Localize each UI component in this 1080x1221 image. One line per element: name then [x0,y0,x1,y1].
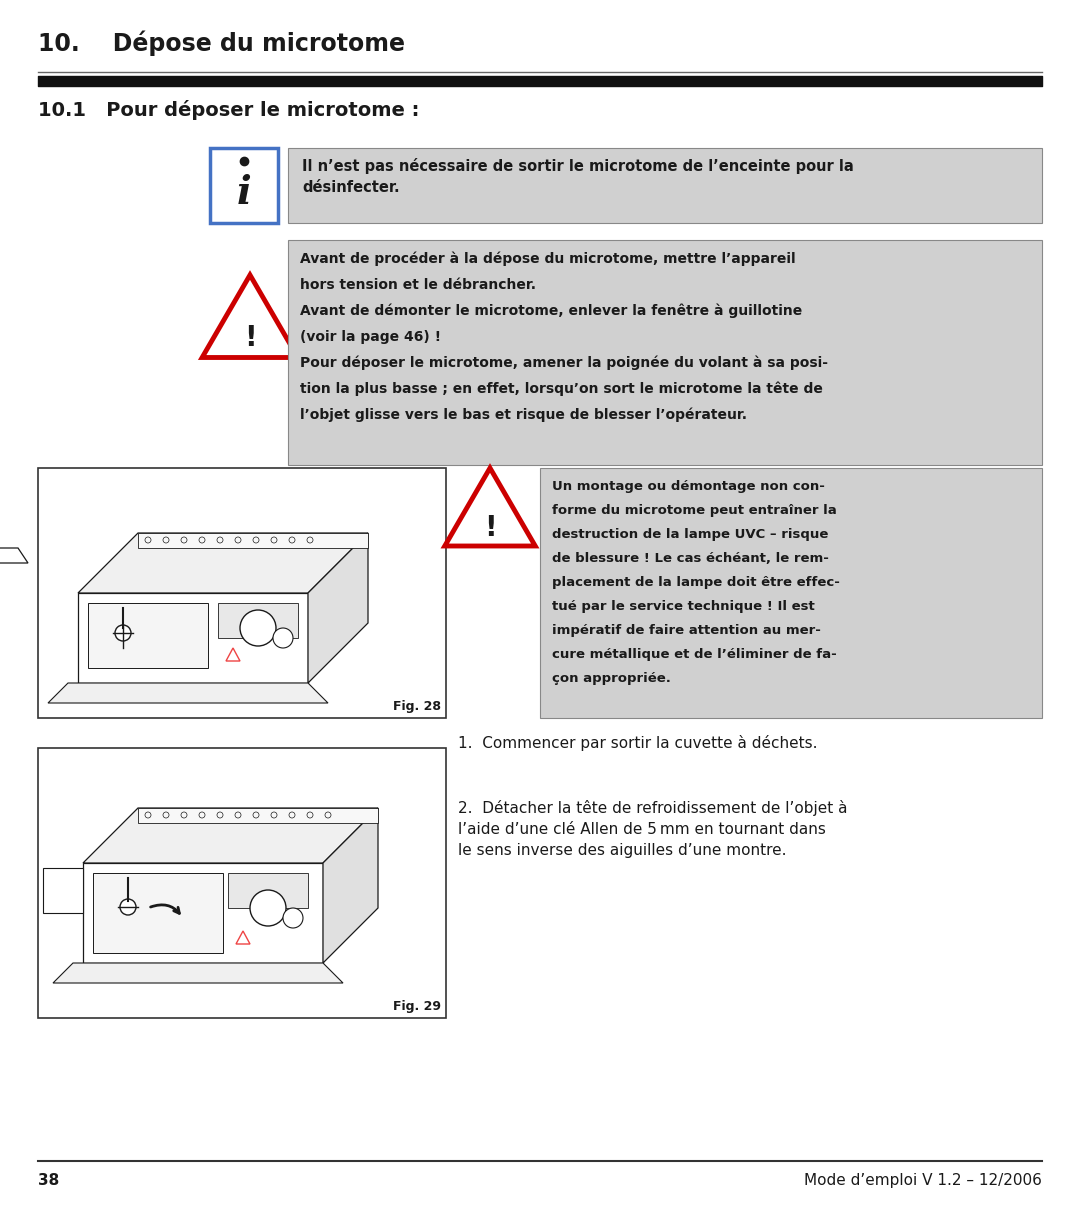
Polygon shape [83,863,323,963]
Text: Avant de procéder à la dépose du microtome, mettre l’appareil: Avant de procéder à la dépose du microto… [300,252,796,266]
Text: Pour déposer le microtome, amener la poignée du volant à sa posi-: Pour déposer le microtome, amener la poi… [300,357,828,370]
Polygon shape [78,534,368,593]
Text: 10.1   Pour déposer le microtome :: 10.1 Pour déposer le microtome : [38,100,419,120]
Polygon shape [83,808,378,863]
FancyBboxPatch shape [38,748,446,1018]
Text: cure métallique et de l’éliminer de fa-: cure métallique et de l’éliminer de fa- [552,648,837,661]
Text: l’objet glisse vers le bas et risque de blesser l’opérateur.: l’objet glisse vers le bas et risque de … [300,408,747,422]
FancyBboxPatch shape [288,241,1042,465]
Text: Fig. 29: Fig. 29 [393,1000,441,1013]
Polygon shape [138,808,378,823]
Text: de blessure ! Le cas échéant, le rem-: de blessure ! Le cas échéant, le rem- [552,552,828,565]
Text: Fig. 28: Fig. 28 [393,700,441,713]
FancyBboxPatch shape [218,603,298,639]
Polygon shape [308,534,368,683]
Text: Mode d’emploi V 1.2 – 12/2006: Mode d’emploi V 1.2 – 12/2006 [805,1173,1042,1188]
Text: 10.    Dépose du microtome: 10. Dépose du microtome [38,31,405,55]
Text: tion la plus basse ; en effet, lorsqu’on sort le microtome la tête de: tion la plus basse ; en effet, lorsqu’on… [300,382,823,397]
Polygon shape [445,468,536,546]
Text: !: ! [244,325,256,352]
Circle shape [120,899,136,915]
FancyBboxPatch shape [288,148,1042,223]
Circle shape [114,625,131,641]
Text: hors tension et le débrancher.: hors tension et le débrancher. [300,278,536,292]
Polygon shape [237,930,249,944]
Polygon shape [43,868,83,913]
Polygon shape [53,963,343,983]
Polygon shape [0,548,28,563]
Polygon shape [48,683,328,703]
Text: (voir la page 46) !: (voir la page 46) ! [300,330,441,344]
Text: i: i [237,175,252,212]
Text: destruction de la lampe UVC – risque: destruction de la lampe UVC – risque [552,527,828,541]
Polygon shape [93,873,222,954]
Text: 38: 38 [38,1173,59,1188]
FancyBboxPatch shape [210,148,278,223]
Text: tué par le service technique ! Il est: tué par le service technique ! Il est [552,600,814,613]
Text: Avant de démonter le microtome, enlever la fenêtre à guillotine: Avant de démonter le microtome, enlever … [300,304,802,319]
FancyBboxPatch shape [38,468,446,718]
Polygon shape [323,808,378,963]
Polygon shape [87,603,208,668]
Text: 2.  Détacher la tête de refroidissement de l’objet à
l’aide d’une clé Allen de 5: 2. Détacher la tête de refroidissement d… [458,800,848,858]
Text: 1.  Commencer par sortir la cuvette à déchets.: 1. Commencer par sortir la cuvette à déc… [458,735,818,751]
Text: Un montage ou démontage non con-: Un montage ou démontage non con- [552,480,825,493]
Circle shape [249,890,286,926]
Circle shape [283,908,303,928]
Text: impératif de faire attention au mer-: impératif de faire attention au mer- [552,624,821,637]
Text: Il n’est pas nécessaire de sortir le microtome de l’enceinte pour la
désinfecter: Il n’est pas nécessaire de sortir le mic… [302,158,854,195]
Text: !: ! [484,514,497,542]
Text: çon appropriée.: çon appropriée. [552,672,671,685]
FancyBboxPatch shape [540,468,1042,718]
FancyBboxPatch shape [228,873,308,908]
Polygon shape [78,593,308,683]
Text: placement de la lampe doit être effec-: placement de la lampe doit être effec- [552,576,840,589]
Circle shape [273,628,293,648]
Polygon shape [138,534,368,548]
Polygon shape [202,275,298,358]
Polygon shape [226,648,240,661]
Circle shape [240,610,276,646]
Text: forme du microtome peut entraîner la: forme du microtome peut entraîner la [552,504,837,516]
